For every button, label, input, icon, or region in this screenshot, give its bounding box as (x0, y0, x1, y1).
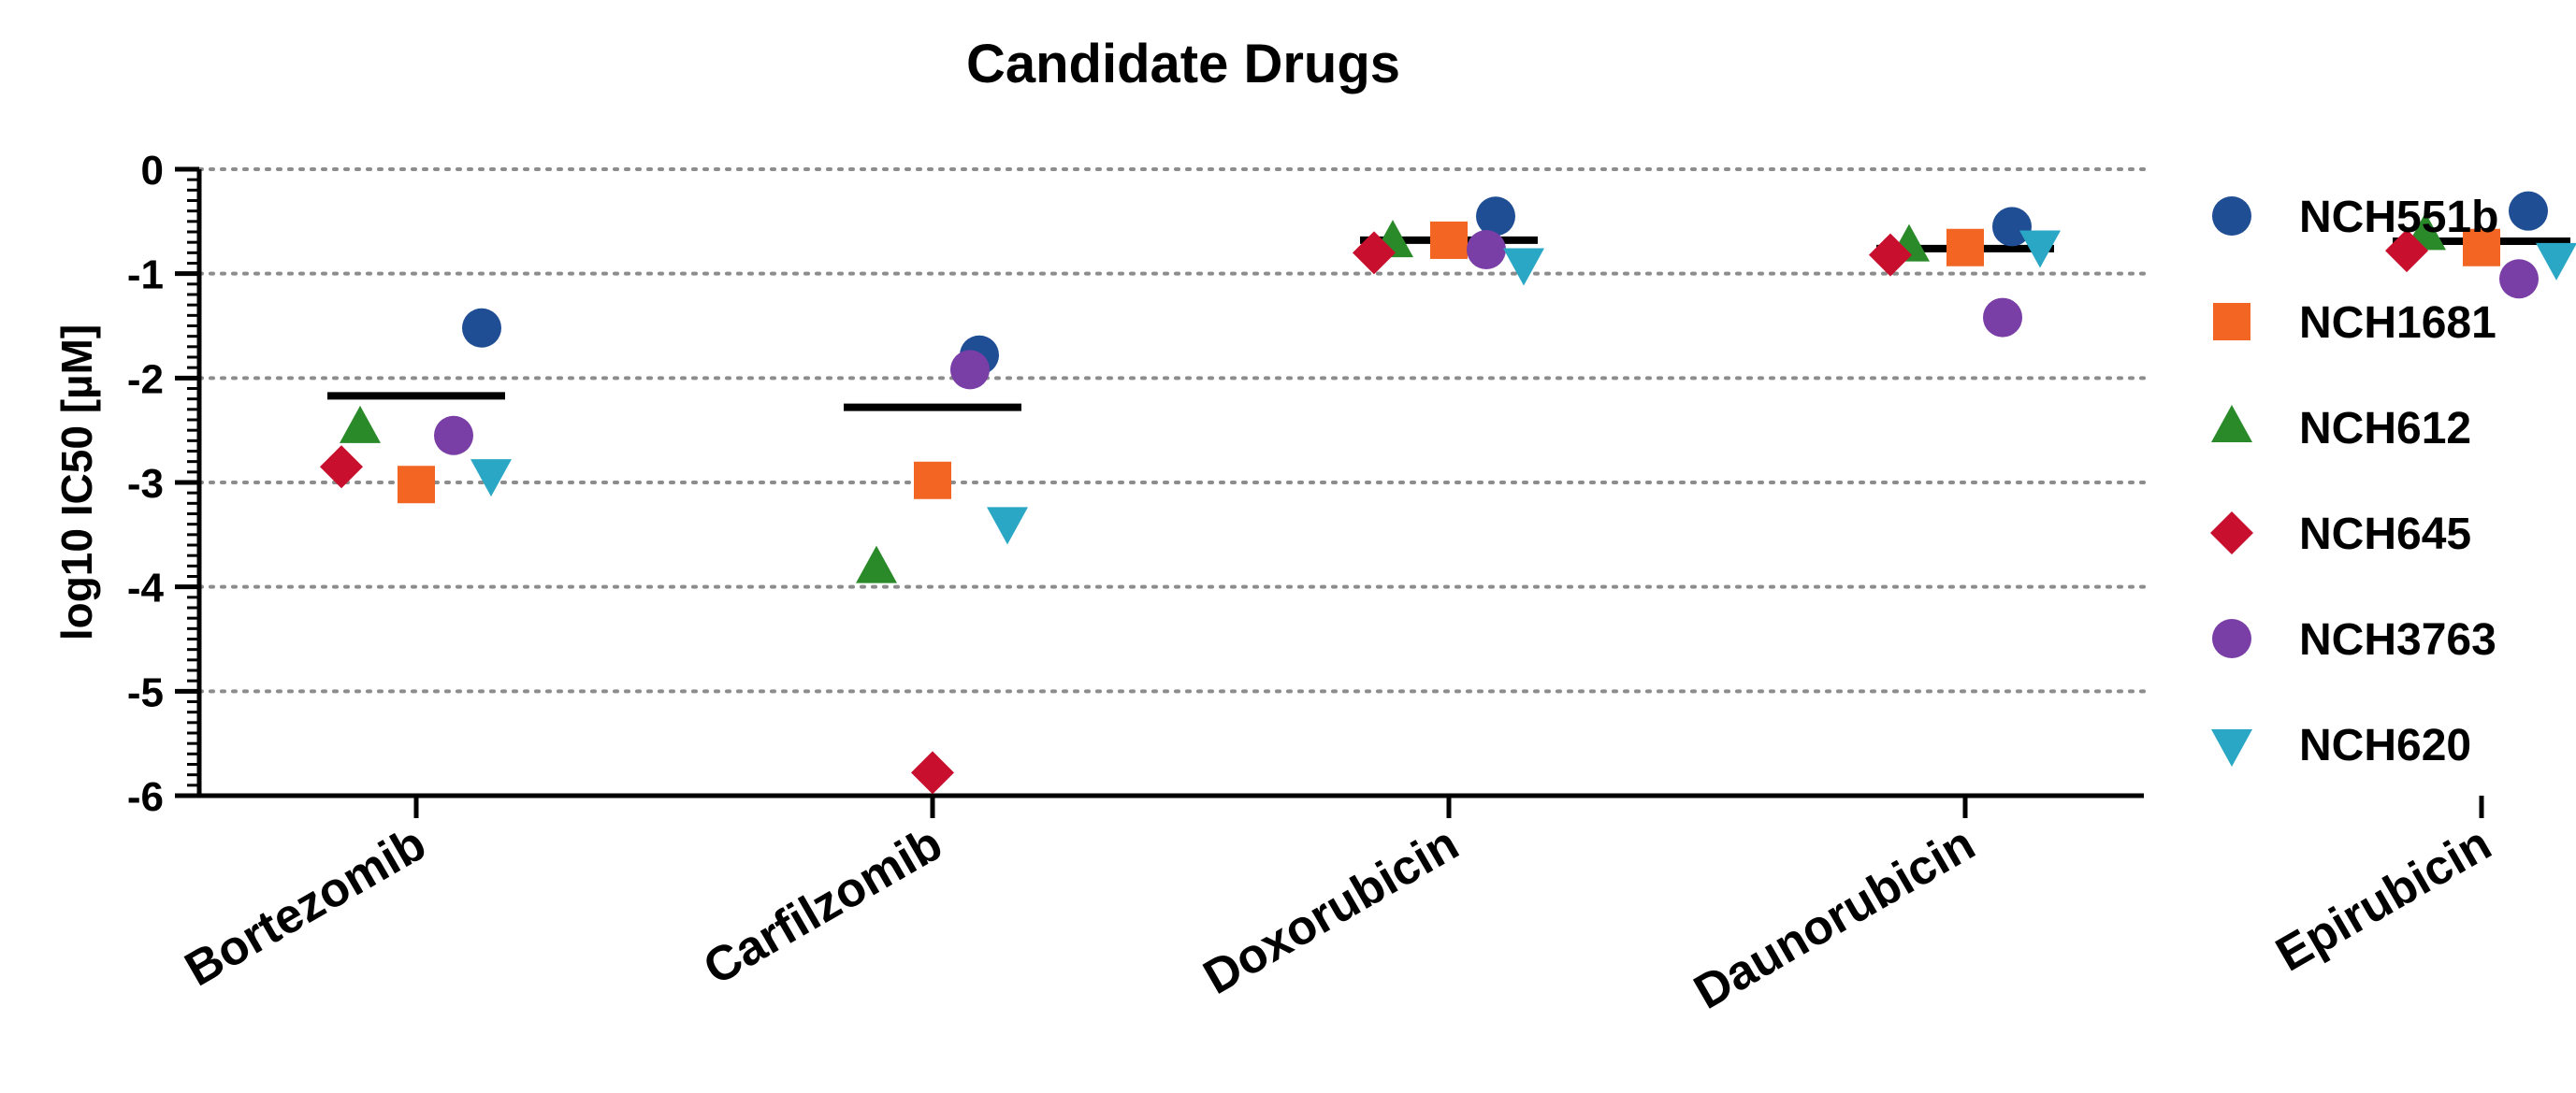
point-NCH1681 (1946, 228, 1984, 266)
point-NCH3763 (434, 415, 473, 455)
point-NCH3763 (1983, 297, 2022, 338)
point-NCH620 (470, 459, 512, 497)
point-NCH620 (987, 507, 1028, 545)
chart-title: Candidate Drugs (966, 34, 1400, 94)
data-points (320, 191, 2576, 795)
y-tick-label: -6 (127, 774, 164, 820)
x-tick-label: Daunorubicin (1686, 816, 1984, 1020)
legend-label-NCH1681: NCH1681 (2299, 298, 2496, 348)
point-NCH1681 (914, 461, 951, 499)
point-NCH620 (1503, 248, 1544, 286)
gridlines (197, 167, 2146, 694)
point-NCH645 (911, 751, 954, 795)
point-NCH3763 (1467, 229, 1506, 269)
point-NCH1681 (398, 466, 435, 504)
legend-label-NCH645: NCH645 (2299, 510, 2471, 559)
point-NCH1681 (1430, 221, 1468, 259)
x-tick-label: Carfilzomib (695, 816, 951, 996)
legend: NCH551b NCH1681 NCH612 NCH645 NCH3763 NCH620 (2210, 193, 2498, 770)
point-NCH551b (2509, 191, 2548, 231)
x-tick-label: Doxorubicin (1194, 816, 1468, 1005)
y-tick-label: -3 (127, 461, 164, 507)
point-NCH551b (1992, 207, 2032, 247)
point-NCH645 (1869, 233, 1912, 277)
point-NCH551b (1476, 196, 1515, 237)
point-NCH612 (340, 405, 381, 443)
point-NCH1681 (2463, 228, 2500, 266)
x-ticks: Bortezomib Carfilzomib Doxorubicin Daunorub… (176, 796, 2500, 1020)
point-NCH620 (2019, 230, 2061, 268)
legend-marker-NCH551b (2212, 196, 2251, 236)
point-NCH551b (462, 308, 501, 348)
point-NCH645 (2385, 229, 2428, 273)
x-tick-label: Epirubicin (2267, 816, 2500, 982)
legend-label-NCH612: NCH612 (2299, 404, 2471, 453)
y-tick-label: -1 (127, 252, 164, 298)
point-NCH3763 (950, 350, 990, 390)
y-tick-label: -2 (127, 356, 164, 402)
y-ticks: 0 -1 -2 -3 -4 -5 -6 (127, 148, 199, 820)
point-NCH3763 (2499, 259, 2539, 299)
y-tick-label: 0 (141, 148, 164, 194)
legend-label-NCH620: NCH620 (2299, 721, 2471, 770)
point-NCH645 (320, 445, 363, 489)
y-tick-label: -5 (127, 669, 164, 715)
point-NCH645 (1353, 231, 1396, 275)
point-NCH620 (2536, 242, 2576, 280)
y-axis-label: log10 IC50 [µM] (52, 324, 101, 640)
legend-marker-NCH620 (2211, 729, 2252, 767)
y-tick-label: -4 (127, 566, 165, 611)
legend-label-NCH551b: NCH551b (2299, 193, 2498, 242)
legend-marker-NCH3763 (2212, 619, 2251, 658)
legend-marker-NCH1681 (2213, 303, 2250, 340)
x-tick-label: Bortezomib (176, 816, 435, 997)
point-NCH612 (856, 545, 897, 583)
legend-marker-NCH612 (2211, 405, 2252, 442)
legend-label-NCH3763: NCH3763 (2299, 615, 2496, 665)
legend-marker-NCH645 (2210, 511, 2253, 554)
